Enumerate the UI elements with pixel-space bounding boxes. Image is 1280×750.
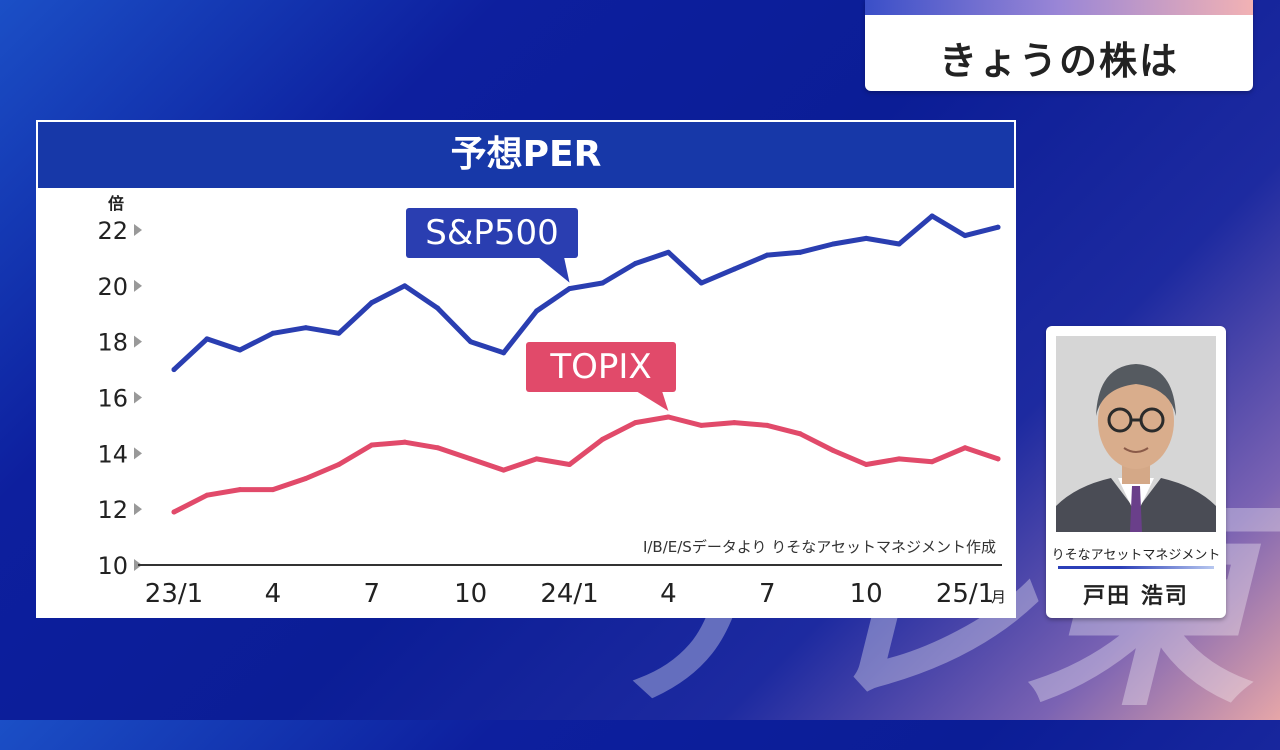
x-tick-label: 25/1 [936, 579, 994, 609]
data-point [204, 492, 210, 498]
topix-callout-box [526, 342, 676, 392]
data-point [237, 487, 243, 493]
data-point [567, 462, 573, 467]
y-tick-label: 20 [97, 273, 128, 301]
topix-callout-label: TOPIX [549, 347, 651, 387]
data-point [599, 436, 605, 442]
company-underline [1058, 566, 1214, 569]
data-point [731, 420, 737, 426]
data-point [830, 241, 836, 247]
data-point [995, 456, 1001, 462]
data-point [270, 487, 276, 493]
y-tick-arrow [134, 503, 142, 516]
data-point [665, 414, 671, 420]
x-tick-label: 7 [363, 579, 380, 609]
topix-callout-pointer [636, 391, 669, 412]
series-line-sp500 [171, 213, 1001, 373]
guest-card: りそなアセットマネジメント 戸田 浩司 [1046, 326, 1226, 618]
data-point [698, 422, 704, 428]
y-tick-label: 18 [97, 329, 128, 357]
data-point [237, 347, 243, 353]
x-tick-label: 4 [660, 579, 677, 609]
data-point [797, 431, 803, 437]
guest-photo [1056, 336, 1216, 532]
data-point [468, 456, 474, 462]
chart-title: 予想PER [38, 122, 1014, 188]
data-point [204, 336, 210, 342]
data-point [336, 330, 342, 336]
guest-name: 戸田 浩司 [1083, 584, 1189, 609]
data-point [929, 459, 935, 465]
data-point [534, 308, 540, 314]
source-note: I/B/E/Sデータより りそなアセットマネジメント作成 [643, 538, 996, 556]
data-point [830, 448, 836, 454]
y-tick-label: 16 [97, 385, 128, 413]
data-point [402, 283, 408, 289]
y-tick-label: 22 [97, 217, 128, 245]
title-accent-strip [865, 0, 1253, 15]
data-point [435, 305, 441, 311]
data-point [764, 252, 770, 258]
data-point [665, 249, 671, 255]
x-unit-label: 月 [991, 588, 1006, 606]
data-point [303, 325, 309, 331]
x-tick-label: 23/1 [145, 579, 203, 609]
y-tick-label: 14 [97, 440, 128, 468]
chart-panel: 予想PER 倍 22 20 18 16 14 12 10 23/1 4 7 10 24/1 4 7 10 25/… [36, 120, 1016, 618]
y-tick-label: 12 [97, 496, 128, 524]
data-point [995, 224, 1001, 230]
data-point [797, 249, 803, 255]
data-point [534, 456, 540, 462]
data-point [336, 462, 342, 467]
data-point [896, 456, 902, 462]
data-point [435, 445, 441, 451]
data-point [962, 233, 968, 239]
data-point [468, 339, 474, 345]
data-point [929, 213, 935, 219]
data-point [171, 509, 177, 515]
x-tick-label: 24/1 [540, 579, 598, 609]
series-line-topix [171, 414, 1001, 515]
sp500-callout-pointer [538, 257, 570, 283]
y-tick-arrow [134, 391, 142, 404]
data-point [369, 300, 375, 306]
x-tick-label: 10 [850, 579, 883, 609]
data-point [764, 422, 770, 428]
data-point [501, 350, 507, 356]
y-tick-arrow [134, 335, 142, 348]
sp500-callout-box [406, 208, 578, 258]
data-point [402, 439, 408, 445]
x-tick-label: 10 [454, 579, 487, 609]
data-point [501, 467, 507, 473]
data-point [698, 280, 704, 286]
data-point [270, 330, 276, 336]
data-point [599, 280, 605, 286]
data-point [632, 261, 638, 266]
data-point [632, 420, 638, 426]
sp500-callout-label: S&P500 [425, 213, 559, 253]
data-point [731, 266, 737, 272]
y-tick-arrow [134, 224, 142, 236]
y-tick-label: 10 [97, 552, 128, 580]
y-tick-arrow [134, 279, 142, 292]
data-point [567, 286, 573, 292]
data-point [863, 462, 869, 467]
y-unit-label: 倍 [108, 194, 124, 213]
data-point [303, 475, 309, 481]
program-title: きょうの株は [938, 39, 1179, 83]
data-point [863, 235, 869, 241]
data-point [896, 241, 902, 247]
data-point [171, 367, 177, 373]
program-title-box: きょうの株は [865, 0, 1253, 91]
y-tick-arrow [134, 447, 142, 460]
data-point [962, 445, 968, 451]
x-tick-label: 4 [265, 579, 282, 609]
guest-portrait-image [1056, 336, 1216, 532]
per-line-chart: 倍 22 20 18 16 14 12 10 23/1 4 7 10 24/1 4 7 10 25/1月 I/B/… [97, 194, 1006, 609]
guest-company: りそなアセットマネジメント [1051, 548, 1221, 563]
x-tick-label: 7 [759, 579, 776, 609]
data-point [369, 442, 375, 448]
